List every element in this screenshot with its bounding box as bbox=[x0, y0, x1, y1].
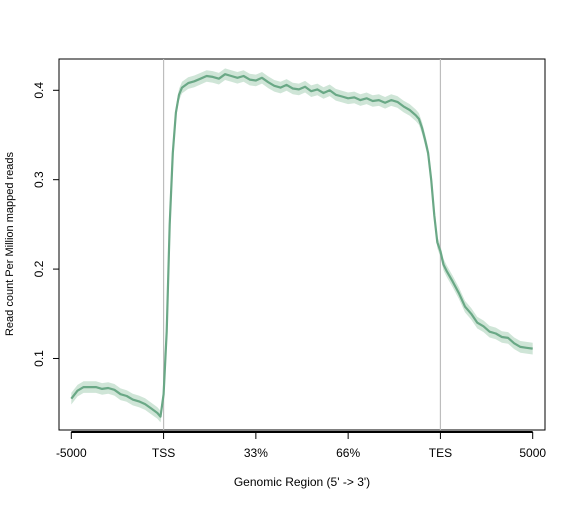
x-tick-label-0: -5000 bbox=[56, 446, 87, 460]
x-tick-label-2: 33% bbox=[244, 446, 268, 460]
y-tick-label-1: 0.2 bbox=[32, 260, 46, 277]
confidence-band-0 bbox=[71, 68, 533, 423]
x-tick-label-5: 5000 bbox=[519, 446, 546, 460]
series-line-0 bbox=[70, 73, 533, 418]
y-axis-label: Read count Per Million mapped reads bbox=[4, 151, 16, 336]
x-axis-label: Genomic Region (5' -> 3') bbox=[234, 475, 370, 489]
plot-frame bbox=[58, 58, 546, 431]
confidence-bands bbox=[71, 68, 533, 423]
x-tick-label-1: TSS bbox=[152, 446, 175, 460]
series-lines bbox=[70, 73, 533, 418]
x-axis: -5000 TSS 33% 66% TES 5000 bbox=[56, 431, 546, 460]
x-tick-label-4: TES bbox=[429, 446, 452, 460]
y-tick-label-2: 0.3 bbox=[32, 171, 46, 188]
y-axis: 0.1 0.2 0.3 0.4 bbox=[32, 82, 59, 367]
y-tick-label-3: 0.4 bbox=[32, 82, 46, 99]
x-tick-label-3: 66% bbox=[336, 446, 360, 460]
y-tick-label-0: 0.1 bbox=[32, 350, 46, 367]
region-boundaries bbox=[162, 59, 442, 430]
